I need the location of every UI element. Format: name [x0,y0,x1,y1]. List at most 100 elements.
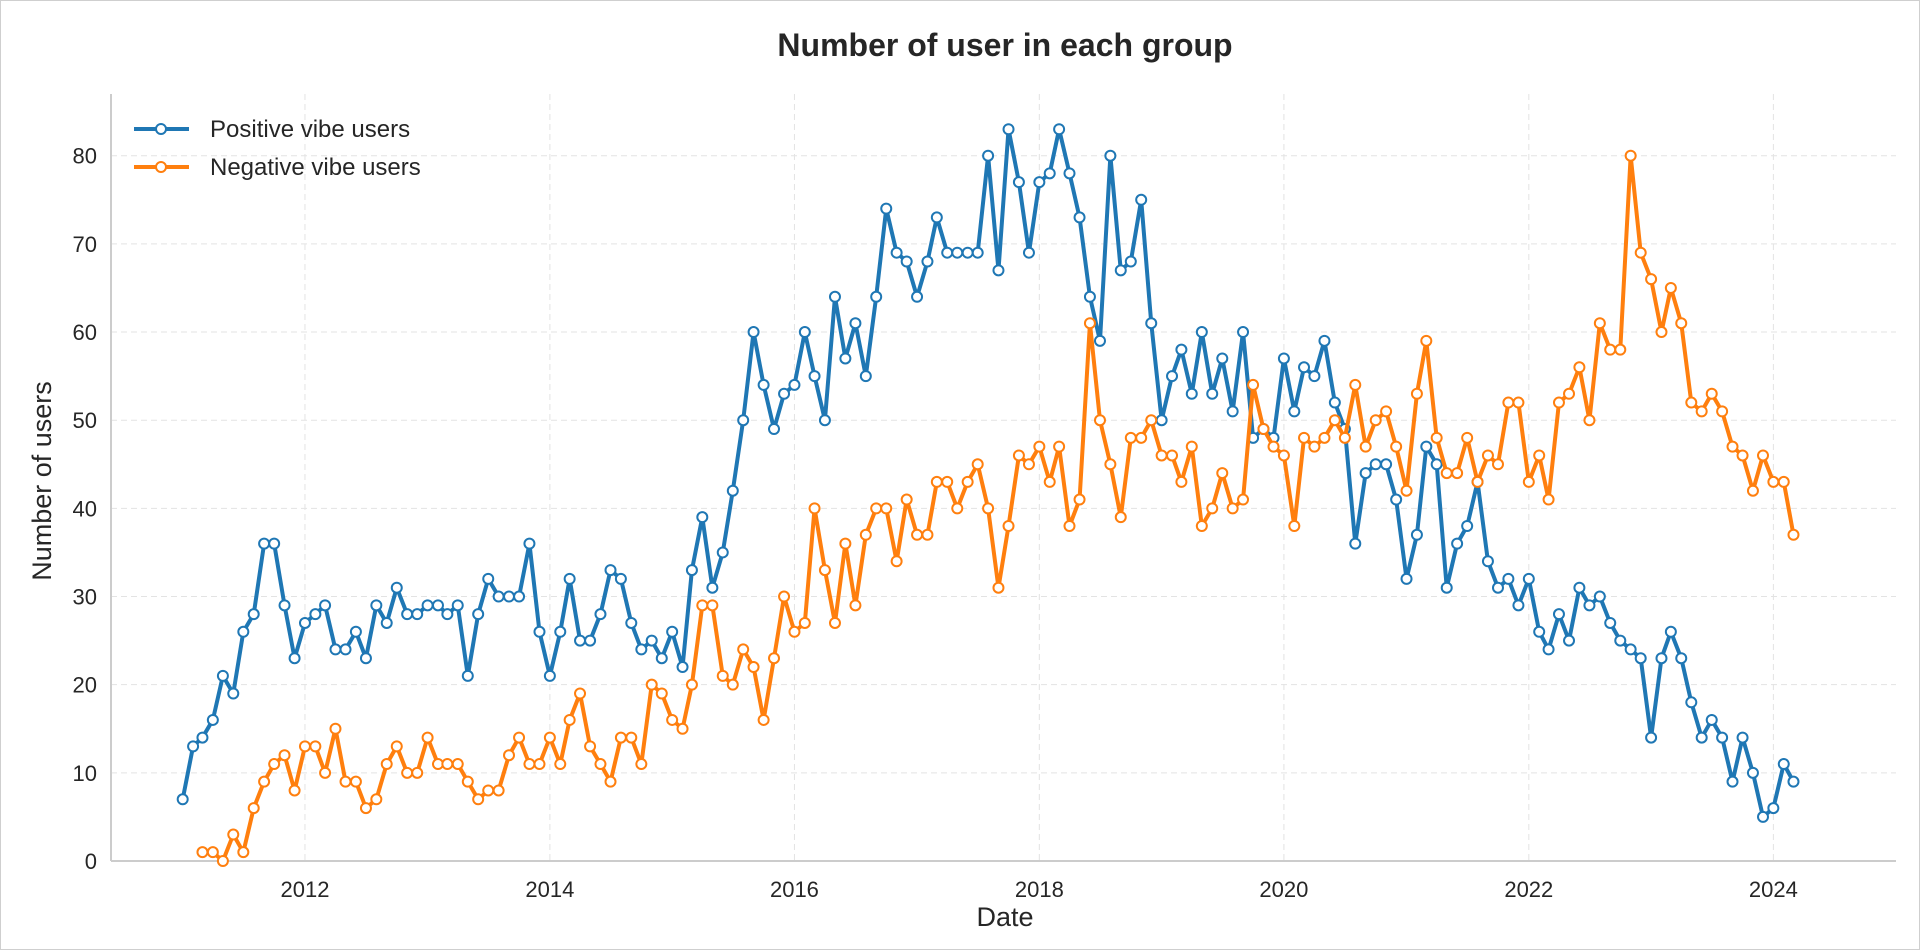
data-point [1634,246,1647,259]
data-point [1685,396,1698,409]
data-point [1166,449,1179,462]
data-point [1655,326,1668,339]
y-tick-label: 40 [73,496,97,521]
data-point [1440,467,1453,480]
data-point [421,599,434,612]
data-point [513,590,526,603]
data-point [880,202,893,215]
data-point [768,423,781,436]
data-point [1451,467,1464,480]
data-point [726,678,739,691]
data-point [818,414,831,427]
data-point [1012,176,1025,189]
data-point [1400,484,1413,497]
data-point [1512,396,1525,409]
data-point [1522,475,1535,488]
data-point [706,599,719,612]
data-point [706,581,719,594]
data-point [1604,343,1617,356]
data-point [1257,423,1270,436]
data-point [574,634,587,647]
data-point [1043,475,1056,488]
data-point [1349,378,1362,391]
data-point [461,775,474,788]
data-point [921,255,934,268]
y-tick-label: 20 [73,673,97,698]
data-point [666,713,679,726]
data-point [1645,273,1658,286]
data-point [1237,493,1250,506]
data-point [1053,440,1066,453]
data-point [1645,731,1658,744]
data-point [747,326,760,339]
data-point [737,414,750,427]
data-point [247,802,260,815]
legend-label: Positive vibe users [210,116,410,143]
data-point [951,246,964,259]
data-point [1349,537,1362,550]
data-point [1124,255,1137,268]
data-point [655,652,668,665]
data-point [513,731,526,744]
data-point [176,793,189,806]
data-point [941,475,954,488]
y-axis-label: Number of users [27,381,57,581]
data-point [594,608,607,621]
data-point [645,634,658,647]
data-point [1155,414,1168,427]
data-point [1695,731,1708,744]
data-point [1705,713,1718,726]
data-point [992,581,1005,594]
data-point [1237,326,1250,339]
chart-title: Number of user in each group [777,27,1232,63]
data-point [461,669,474,682]
data-point [737,643,750,656]
data-point [788,625,801,638]
data-point [1552,608,1565,621]
data-point [1675,652,1688,665]
data-point [1104,458,1117,471]
data-point [614,731,627,744]
data-point [1461,519,1474,532]
data-point [1288,405,1301,418]
y-tick-label: 30 [73,585,97,610]
data-point [1491,458,1504,471]
data-point [1380,458,1393,471]
data-point [554,625,567,638]
data-point [992,264,1005,277]
data-point [1420,440,1433,453]
data-point [1787,528,1800,541]
data-point [1655,652,1668,665]
x-tick-label: 2016 [770,877,819,902]
data-point [1430,458,1443,471]
data-point [1277,352,1290,365]
data-point [1063,167,1076,180]
x-tick-label: 2014 [525,877,574,902]
data-point [309,740,322,753]
data-point [247,608,260,621]
data-point [1328,414,1341,427]
x-axis-label: Date [976,902,1033,932]
data-point [778,387,791,400]
data-point [349,775,362,788]
data-point [390,581,403,594]
data-point [635,758,648,771]
data-point [604,564,617,577]
data-point [1777,475,1790,488]
data-point [1073,211,1086,224]
data-point [890,246,903,259]
data-point [1726,775,1739,788]
legend: Positive vibe users Negative vibe users [134,116,421,181]
data-point [258,537,271,550]
data-point [411,608,424,621]
data-point [726,484,739,497]
data-point [268,537,281,550]
data-point [788,378,801,391]
data-point [1033,440,1046,453]
data-point [1675,317,1688,330]
data-point [206,846,219,859]
data-point [1104,149,1117,162]
data-point [216,855,229,867]
